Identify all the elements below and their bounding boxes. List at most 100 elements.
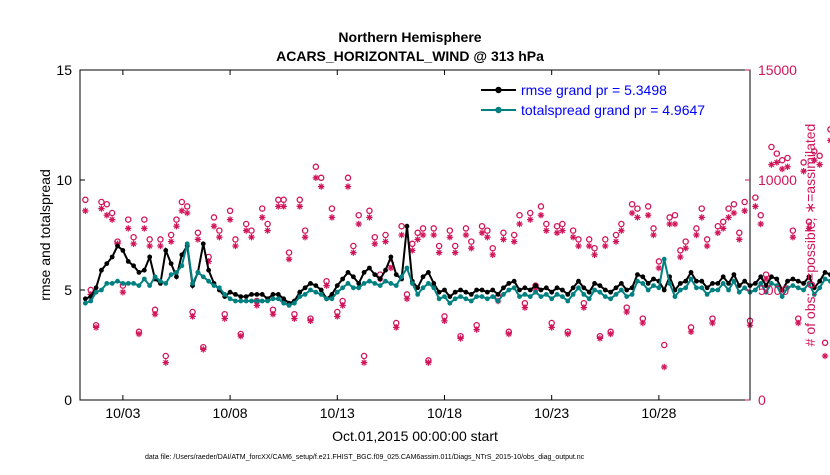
totalspread-point <box>822 276 828 282</box>
obs-assimilated-marker <box>194 236 202 243</box>
obs-possible-marker <box>736 229 743 237</box>
obs-possible-marker <box>167 231 175 239</box>
rmse-point <box>527 287 533 293</box>
obs-possible-marker <box>226 207 234 215</box>
rmse-point <box>801 281 806 286</box>
totalspread-point <box>372 281 378 286</box>
rmse-point <box>560 287 565 293</box>
obs-assimilated-marker <box>334 313 341 320</box>
obs-assimilated-marker <box>575 242 582 250</box>
obs-possible-marker <box>446 227 454 234</box>
legend: rmse grand pr = 5.3498 totalspread grand… <box>475 79 743 123</box>
rmse-point <box>597 283 603 288</box>
y-right-tick-label: 10000 <box>758 172 797 188</box>
obs-possible-marker <box>585 236 593 243</box>
obs-possible-marker <box>752 194 759 201</box>
obs-assimilated-marker <box>393 324 400 331</box>
obs-assimilated-marker <box>226 216 234 223</box>
totalspread-point <box>88 298 94 304</box>
totalspread-point <box>345 281 351 286</box>
totalspread-point <box>656 285 662 291</box>
obs-possible-marker <box>693 225 700 232</box>
y-left-tick-label: 5 <box>64 282 72 298</box>
obs-assimilated-marker <box>210 223 218 230</box>
totalspread-point <box>801 287 806 293</box>
obs-assimilated-marker <box>725 214 732 221</box>
obs-assimilated-marker <box>677 253 684 261</box>
rmse-point <box>340 276 346 282</box>
obs-possible-marker <box>296 196 304 204</box>
totalspread-point <box>710 287 715 293</box>
obs-assimilated-marker <box>355 220 362 228</box>
rmse-point <box>415 285 421 291</box>
obs-assimilated-marker <box>612 238 620 245</box>
obs-possible-marker <box>146 236 153 243</box>
obs-possible-marker <box>108 209 116 217</box>
obs-possible-marker <box>655 258 663 265</box>
rmse-point <box>243 294 249 299</box>
totalspread-point <box>131 281 137 286</box>
obs-possible-marker <box>312 163 320 171</box>
obs-assimilated-marker <box>827 137 830 144</box>
obs-possible-marker <box>773 150 781 157</box>
totalspread-point <box>742 285 748 291</box>
rmse-point <box>543 285 549 291</box>
obs-possible-marker <box>757 211 764 219</box>
totalspread-point <box>613 292 619 297</box>
totalspread-point <box>731 278 737 284</box>
obs-possible-marker <box>618 220 625 228</box>
chart-title-line2: ACARS_HORIZONTAL_WIND @ 313 hPa <box>276 48 544 64</box>
obs-assimilated-marker <box>318 183 325 190</box>
obs-possible-marker <box>677 247 684 254</box>
rmse-point <box>795 278 801 284</box>
x-tick-label: 10/23 <box>534 405 569 421</box>
obs-possible-marker <box>730 200 738 208</box>
obs-assimilated-marker <box>275 203 282 210</box>
obs-possible-marker <box>355 211 362 219</box>
obs-assimilated-marker <box>548 324 555 331</box>
totalspread-point <box>592 287 597 293</box>
rmse-point <box>254 292 260 297</box>
rmse-point <box>420 274 426 280</box>
obs-possible-marker <box>344 174 352 182</box>
obs-possible-marker <box>130 233 137 241</box>
obs-assimilated-marker <box>200 346 207 353</box>
obs-possible-marker <box>602 236 609 243</box>
obs-assimilated-marker <box>666 220 673 228</box>
rmse-point <box>565 292 571 297</box>
obs-assimilated-marker <box>628 209 636 217</box>
obs-assimilated-marker <box>618 227 625 234</box>
obs-possible-marker <box>371 233 379 241</box>
obs-assimilated-marker <box>510 238 518 245</box>
obs-possible-marker <box>194 229 202 237</box>
obs-assimilated-marker <box>301 234 309 241</box>
totalspread-point <box>452 296 458 302</box>
obs-assimilated-marker <box>784 163 791 170</box>
rmse-point <box>131 263 137 269</box>
obs-possible-marker <box>741 198 748 206</box>
obs-assimilated-marker <box>162 359 169 366</box>
rmse-point <box>259 292 265 297</box>
obs-possible-marker <box>173 216 180 223</box>
obs-assimilated-marker <box>527 216 534 223</box>
totalspread-point <box>163 281 169 286</box>
obs-possible-marker <box>666 214 673 221</box>
rmse-point <box>120 248 126 253</box>
rmse-point <box>206 267 212 273</box>
obs-assimilated-marker <box>623 308 630 316</box>
totalspread-point <box>790 283 796 288</box>
obs-possible-marker <box>569 227 577 234</box>
obs-possible-marker <box>682 238 689 245</box>
totalspread-point <box>206 278 212 284</box>
obs-assimilated-marker <box>778 165 786 173</box>
obs-possible-marker <box>526 209 534 217</box>
rmse-point <box>710 281 715 286</box>
totalspread-point <box>115 278 120 284</box>
obs-assimilated-marker <box>425 359 432 366</box>
rmse-point <box>227 289 233 295</box>
totalspread-point <box>624 294 630 299</box>
obs-possible-marker <box>82 196 89 204</box>
obs-possible-marker <box>157 236 164 243</box>
totalspread-point <box>758 281 764 286</box>
obs-assimilated-marker <box>232 242 239 250</box>
